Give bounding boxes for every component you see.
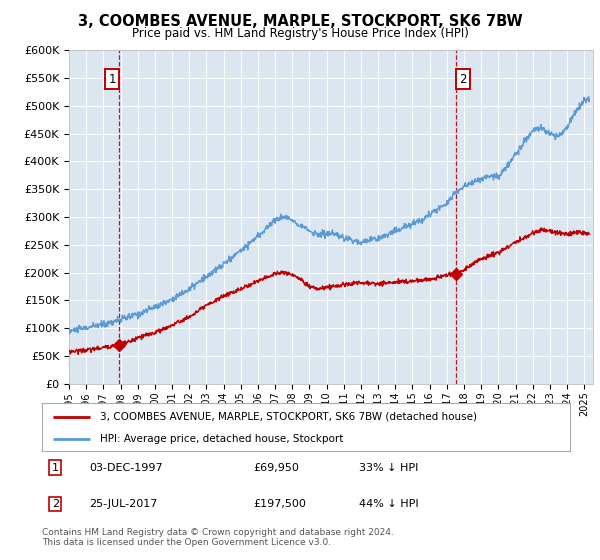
Text: 1: 1 (109, 73, 116, 86)
Text: 44% ↓ HPI: 44% ↓ HPI (359, 499, 418, 509)
Text: 1: 1 (52, 463, 59, 473)
Text: 03-DEC-1997: 03-DEC-1997 (89, 463, 163, 473)
Text: HPI: Average price, detached house, Stockport: HPI: Average price, detached house, Stoc… (100, 434, 343, 444)
Text: 2: 2 (460, 73, 467, 86)
Text: 3, COOMBES AVENUE, MARPLE, STOCKPORT, SK6 7BW: 3, COOMBES AVENUE, MARPLE, STOCKPORT, SK… (77, 14, 523, 29)
Text: £197,500: £197,500 (253, 499, 306, 509)
Text: Price paid vs. HM Land Registry's House Price Index (HPI): Price paid vs. HM Land Registry's House … (131, 27, 469, 40)
Text: £69,950: £69,950 (253, 463, 299, 473)
Text: 33% ↓ HPI: 33% ↓ HPI (359, 463, 418, 473)
Text: Contains HM Land Registry data © Crown copyright and database right 2024.
This d: Contains HM Land Registry data © Crown c… (42, 528, 394, 547)
Text: 25-JUL-2017: 25-JUL-2017 (89, 499, 158, 509)
Text: 2: 2 (52, 499, 59, 509)
Text: 3, COOMBES AVENUE, MARPLE, STOCKPORT, SK6 7BW (detached house): 3, COOMBES AVENUE, MARPLE, STOCKPORT, SK… (100, 412, 477, 422)
